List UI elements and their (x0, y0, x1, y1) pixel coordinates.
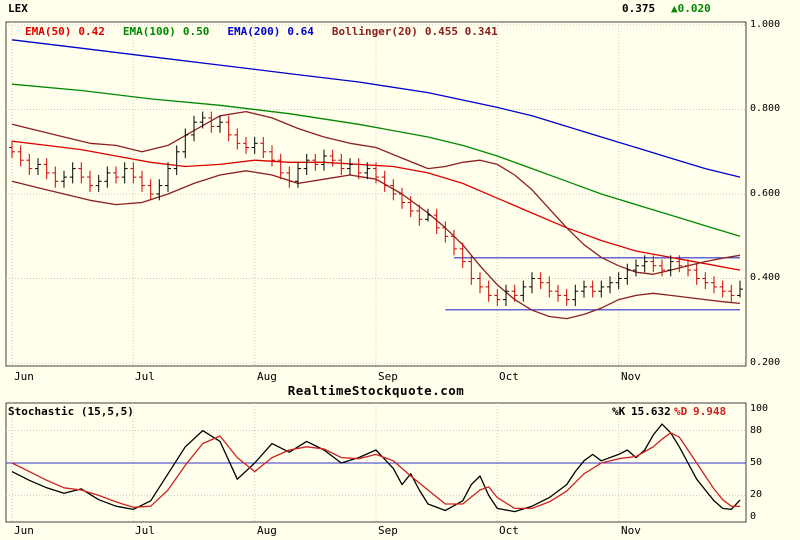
stoch-axis-tick: 20 (750, 489, 763, 500)
stoch-d-label: %D (674, 405, 688, 418)
month-label: Nov (621, 524, 641, 537)
price-axis-tick: 1.000 (750, 19, 781, 30)
bollinger-value: 0.455 0.341 (424, 25, 498, 38)
ema50-label: EMA(50) (25, 25, 72, 38)
stoch-k-label: %K (612, 405, 626, 418)
price-axis-tick: 0.200 (750, 357, 781, 368)
stoch-axis-tick: 80 (750, 425, 763, 436)
legend-ema200: EMA(200) 0.64 (227, 25, 313, 38)
last-price: 0.375 (622, 2, 656, 15)
ema200-label: EMA(200) (227, 25, 281, 38)
month-label: Jul (135, 524, 155, 537)
month-label: Sep (378, 524, 398, 537)
stoch-k-value: 15.632 (631, 405, 671, 418)
month-label: Jun (14, 524, 34, 537)
stoch-axis-tick: 50 (750, 457, 763, 468)
indicator-legend: EMA(50) 0.42 EMA(100) 0.50 EMA(200) 0.64… (25, 25, 498, 38)
stoch-axis-tick: 0 (750, 511, 757, 522)
month-label: Aug (257, 524, 277, 537)
ema200-value: 0.64 (287, 25, 314, 38)
watermark: RealtimeStockquote.com (287, 383, 465, 398)
month-label: Jun (14, 370, 34, 383)
ema50-value: 0.42 (78, 25, 105, 38)
legend-ema100: EMA(100) 0.50 (123, 25, 209, 38)
price-axis-tick: 0.600 (750, 188, 781, 199)
price-axis-tick: 0.400 (750, 272, 781, 283)
legend-bollinger: Bollinger(20) 0.455 0.341 (332, 25, 498, 38)
ticker-symbol: LEX (8, 2, 28, 15)
legend-ema50: EMA(50) 0.42 (25, 25, 105, 38)
stoch-axis-tick: 100 (750, 403, 769, 414)
price-change: ▲0.020 (671, 2, 711, 15)
month-label: Oct (499, 370, 519, 383)
stoch-d-value: 9.948 (693, 405, 727, 418)
month-label: Aug (257, 370, 277, 383)
month-label: Oct (499, 524, 519, 537)
price-axis-tick: 0.800 (750, 103, 781, 114)
month-label: Nov (621, 370, 641, 383)
month-label: Jul (135, 370, 155, 383)
month-label: Sep (378, 370, 398, 383)
bollinger-label: Bollinger(20) (331, 25, 418, 38)
ema100-value: 0.50 (182, 25, 210, 38)
stochastic-label: Stochastic (15,5,5) (8, 405, 134, 418)
ema100-label: EMA(100) (122, 25, 176, 38)
